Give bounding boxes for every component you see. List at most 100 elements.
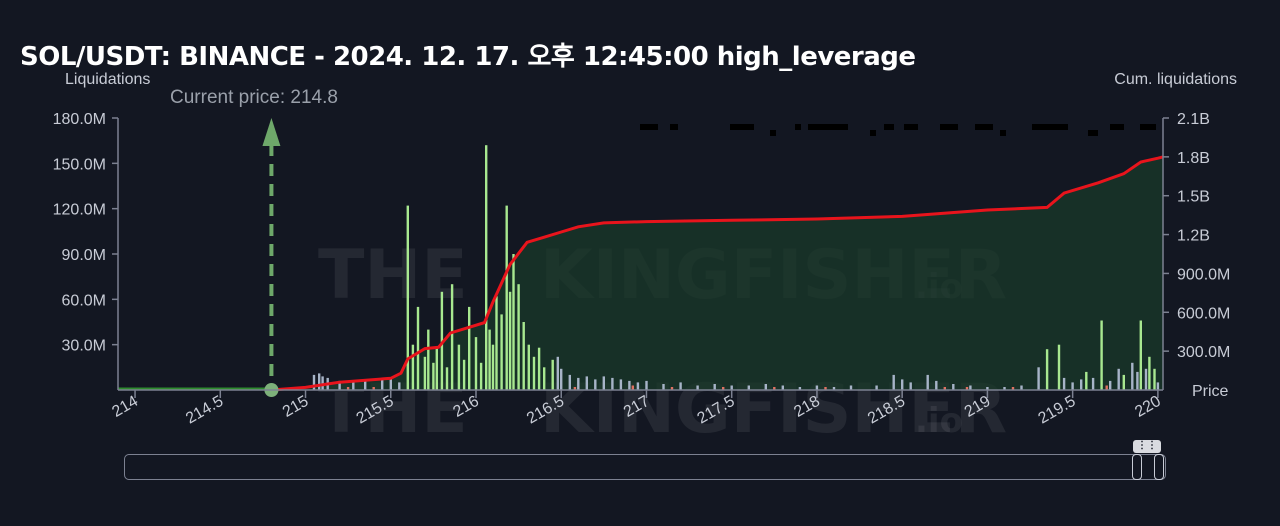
liquidation-bar-red bbox=[573, 387, 577, 390]
current-price-marker: Current price: 214.8 bbox=[170, 87, 338, 397]
y-tick-label: 60.0M bbox=[62, 292, 106, 309]
liquidation-bar-green bbox=[1153, 368, 1156, 390]
liquidation-bar-gray bbox=[747, 385, 750, 390]
scrollbar-left-handle[interactable] bbox=[1132, 454, 1142, 480]
liquidation-bar-gray bbox=[381, 379, 384, 390]
liquidation-bar-gray bbox=[798, 387, 802, 390]
y2-tick-label: 2.1B bbox=[1177, 111, 1210, 128]
liquidation-bar-green bbox=[1139, 320, 1142, 390]
y2-tick-label: 1.8B bbox=[1177, 150, 1210, 167]
liquidation-bar-gray bbox=[1131, 362, 1134, 390]
liquidation-bar-gray bbox=[312, 374, 316, 390]
liquidation-bar-green bbox=[450, 284, 454, 390]
liquidation-bar-red bbox=[1011, 387, 1015, 390]
liquidation-bar-red bbox=[722, 387, 725, 390]
liquidation-bar-gray bbox=[909, 382, 912, 390]
liquidation-bar-red bbox=[631, 385, 634, 390]
y2-tick-label: 1.2B bbox=[1177, 228, 1210, 245]
liquidation-bar-gray bbox=[1136, 371, 1139, 390]
liquidation-bar-gray bbox=[1109, 380, 1112, 390]
liquidation-bar-green bbox=[543, 367, 546, 390]
liquidation-bar-red bbox=[1105, 385, 1108, 390]
liquidation-bar-red bbox=[965, 387, 969, 390]
liquidation-bar-gray bbox=[1062, 377, 1066, 390]
liquidation-bar-gray bbox=[662, 384, 665, 390]
liquidation-bar-gray bbox=[832, 387, 836, 390]
liquidation-bar-gray bbox=[849, 385, 853, 390]
liquidation-bar-gray bbox=[1020, 385, 1023, 390]
liquidation-bar-green bbox=[423, 356, 427, 390]
liquidation-bar-gray bbox=[892, 374, 895, 390]
liquidation-bar-gray bbox=[645, 380, 648, 390]
liquidation-bar-green bbox=[500, 314, 503, 390]
liquidation-bar-gray bbox=[875, 385, 878, 390]
liquidation-bar-gray bbox=[585, 376, 588, 390]
liquidation-bar-gray bbox=[611, 377, 614, 390]
y-tick-label: 120.0M bbox=[53, 202, 106, 219]
liquidation-bar-red bbox=[824, 387, 827, 390]
liquidation-bar-gray bbox=[1091, 377, 1095, 390]
liquidation-bar-gray bbox=[352, 382, 355, 390]
liquidation-bar-green bbox=[485, 145, 488, 390]
liquidation-bar-green bbox=[495, 296, 498, 390]
liquidation-bar-gray bbox=[815, 385, 819, 390]
scrollbar-grip-icon[interactable]: ⋮⋮ bbox=[1133, 440, 1161, 453]
liquidation-bar-gray bbox=[338, 380, 341, 390]
liquidation-bar-green bbox=[537, 347, 541, 390]
liquidation-bar-gray bbox=[679, 382, 682, 390]
liquidation-bar-gray bbox=[901, 379, 904, 390]
liquidation-bar-green bbox=[517, 284, 520, 390]
y2-tick-label: 600.0M bbox=[1177, 305, 1230, 322]
liquidation-bar-green bbox=[1085, 371, 1088, 390]
liquidation-bar-gray bbox=[560, 368, 563, 390]
x-tick-label: 214 bbox=[109, 393, 141, 421]
liquidation-bar-gray bbox=[952, 384, 955, 390]
liquidation-bar-gray bbox=[926, 374, 929, 390]
y-tick-label: 180.0M bbox=[53, 111, 106, 128]
liquidation-bar-green bbox=[432, 362, 435, 390]
liquidation-bar-gray bbox=[1003, 387, 1006, 390]
liquidation-bar-gray bbox=[935, 380, 938, 390]
x-tick-label: 220 bbox=[1132, 393, 1164, 421]
x-tick-label: 219.5 bbox=[1035, 393, 1078, 428]
liquidation-bar-green bbox=[1122, 374, 1125, 390]
liquidation-bar-gray bbox=[628, 380, 631, 390]
y2-tick-label: 1.5B bbox=[1177, 189, 1210, 206]
liquidation-bar-green bbox=[406, 205, 409, 390]
y-axis-ticks: 180.0M 150.0M 120.0M 90.0M 60.0M 30.0M bbox=[53, 111, 118, 355]
liquidation-bar-gray bbox=[1071, 382, 1074, 390]
liquidation-bar-gray bbox=[577, 377, 580, 390]
liquidation-bar-green bbox=[435, 347, 438, 390]
liquidation-bar-green bbox=[1148, 356, 1151, 390]
liquidation-bar-gray bbox=[636, 382, 640, 390]
liquidation-bar-red bbox=[346, 387, 350, 390]
liquidation-bar-gray bbox=[602, 376, 605, 390]
current-price-arrow-icon bbox=[262, 118, 281, 146]
y-tick-label: 90.0M bbox=[62, 247, 106, 264]
x-axis-title: Price bbox=[1192, 383, 1229, 400]
liquidation-bar-green bbox=[512, 254, 515, 390]
liquidation-bar-red bbox=[670, 387, 674, 390]
cum-liquidations-line bbox=[271, 155, 1164, 392]
liquidation-bar-gray bbox=[1080, 379, 1083, 390]
liquidation-bar-gray bbox=[1156, 382, 1160, 390]
y-tick-label: 150.0M bbox=[53, 156, 106, 173]
liquidation-bar-gray bbox=[764, 384, 767, 390]
scrollbar-right-handle[interactable] bbox=[1154, 454, 1164, 480]
liquidation-bar-gray bbox=[321, 376, 324, 390]
y2-tick-label: 300.0M bbox=[1177, 344, 1230, 361]
liquidation-bar-green bbox=[1100, 320, 1103, 390]
liquidation-bar-red bbox=[943, 387, 946, 390]
x-tick-label: 214.5 bbox=[183, 393, 226, 428]
range-scrollbar[interactable] bbox=[124, 454, 1166, 480]
x-tick-label: 215 bbox=[280, 393, 312, 421]
liquidation-bar-green bbox=[416, 306, 420, 390]
chart-title: SOL/USDT: BINANCE - 2024. 12. 17. 오후 12:… bbox=[20, 42, 916, 72]
liquidation-bar-green bbox=[427, 329, 430, 390]
y2-axis-ticks: 2.1B 1.8B 1.5B 1.2B 900.0M 600.0M 300.0M bbox=[1163, 111, 1230, 361]
y2-axis-title: Cum. liquidations bbox=[1114, 71, 1237, 88]
liquidation-bar-gray bbox=[1037, 367, 1040, 390]
liquidation-bar-gray bbox=[556, 356, 559, 390]
liquidation-bar-gray bbox=[1117, 368, 1120, 390]
watermark-text-left: THE bbox=[318, 236, 468, 315]
